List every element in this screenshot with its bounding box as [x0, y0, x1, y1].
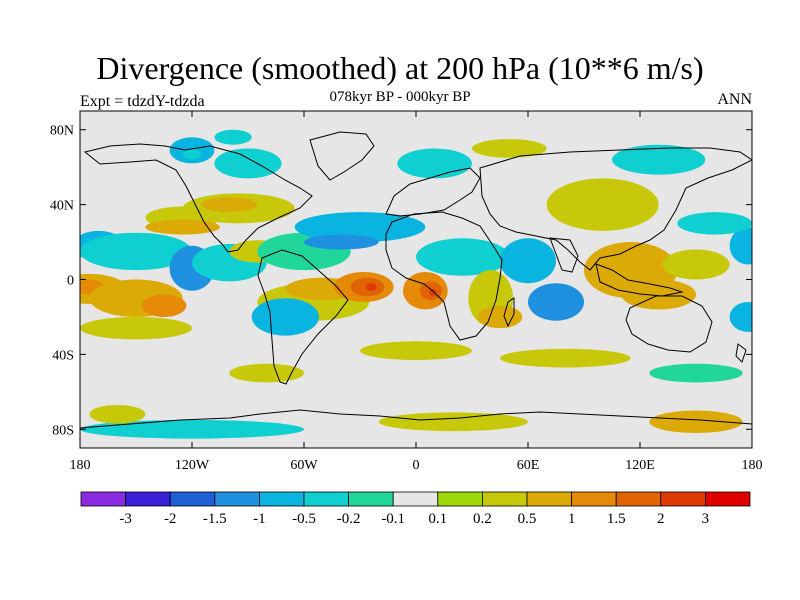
colorbar-label-10: 1 — [568, 511, 576, 527]
contour-region-51 — [649, 410, 743, 434]
contour-region-41 — [360, 341, 472, 361]
colorbar-label-1: -2 — [164, 511, 177, 527]
colorbar-label-13: 3 — [702, 511, 710, 527]
contour-region-29 — [304, 234, 379, 250]
colorbar-label-0: -3 — [119, 511, 132, 527]
contour-region-47 — [612, 144, 706, 175]
colorbar-box-8 — [437, 491, 483, 507]
x-tick-label-4: 60E — [517, 458, 540, 473]
contour-region-46 — [472, 139, 547, 158]
y-tick-label-1: 40N — [50, 199, 74, 214]
coastline-south-america — [257, 249, 349, 385]
contour-region-50 — [378, 412, 528, 432]
season-label: ANN — [717, 91, 752, 108]
colorbar-box-6 — [348, 491, 394, 507]
contour-region-52 — [89, 404, 146, 424]
contour-region-48 — [677, 212, 752, 235]
contour-region-49 — [80, 419, 304, 439]
colorbar-label-4: -0.5 — [292, 511, 316, 527]
contour-region-45 — [397, 148, 472, 179]
colorbar-box-3 — [214, 491, 260, 507]
colorbar-box-11 — [571, 491, 617, 507]
chart-subtitle: 078kyr BP - 000kyr BP — [329, 89, 471, 105]
colorbar-label-8: 0.2 — [473, 511, 492, 527]
colorbar-label-7: 0.1 — [428, 511, 447, 527]
contour-region-31 — [500, 238, 556, 284]
contour-region-6 — [80, 232, 192, 271]
colorbar-label-6: -0.1 — [381, 511, 405, 527]
colorbar-box-0 — [80, 491, 126, 507]
colorbar: -3 -2 -1.5 -1 -0.5 -0.2 -0.1 0.1 0.2 0.5 1 1.5 2 3 — [80, 491, 751, 527]
contour-region-27 — [251, 298, 319, 336]
coastline-madagascar — [503, 297, 515, 328]
contour-region-30 — [416, 238, 510, 276]
colorbar-label-11: 1.5 — [607, 511, 626, 527]
coastline-antarctica — [80, 409, 752, 429]
y-axis: 80N 40N 0 40S 80S — [50, 124, 752, 438]
colorbar-box-9 — [481, 491, 528, 507]
coastline-asia — [479, 147, 752, 271]
colorbar-label-5: -0.2 — [337, 511, 361, 527]
contour-region-34 — [477, 305, 523, 329]
contour-region-3 — [141, 294, 187, 317]
x-tick-label-5: 120E — [625, 458, 655, 473]
colorbar-box-10 — [526, 491, 572, 507]
contour-region-17 — [214, 129, 252, 145]
contour-region-44 — [229, 363, 304, 383]
coastline-india — [549, 237, 579, 273]
x-tick-label-2: 60W — [290, 458, 318, 473]
x-tick-label-1: 120W — [175, 458, 210, 473]
coastline-north-america — [83, 143, 313, 253]
contour-region-16 — [214, 148, 282, 179]
contour-region-39 — [729, 227, 752, 265]
contour-region-26 — [429, 288, 437, 297]
colorbar-label-9: 0.5 — [518, 511, 537, 527]
contour-region-28 — [294, 212, 426, 243]
x-tick-label-3: 0 — [413, 458, 420, 473]
colorbar-box-2 — [169, 491, 216, 507]
chart-title: Divergence (smoothed) at 200 hPa (10**6 … — [96, 50, 704, 86]
colorbar-box-5 — [303, 491, 349, 507]
colorbar-box-13 — [660, 491, 706, 507]
contour-region-37 — [621, 279, 697, 310]
experiment-label: Expt = tdzdY-tdzda — [80, 93, 205, 110]
colorbar-box-1 — [125, 491, 171, 507]
x-tick-label-6: 180 — [742, 458, 763, 473]
contour-region-10 — [145, 219, 220, 235]
y-tick-label-2: 0 — [67, 274, 74, 289]
colorbar-box-7 — [392, 491, 439, 507]
y-tick-label-0: 80N — [50, 124, 74, 139]
y-tick-label-4: 80S — [52, 423, 74, 438]
contour-region-42 — [499, 348, 631, 368]
x-tick-label-0: 180 — [70, 458, 91, 473]
contour-region-23 — [365, 283, 377, 291]
colorbar-box-4 — [258, 491, 305, 507]
x-axis: 180 120W 60W 0 60E 120E 180 — [70, 111, 763, 473]
colorbar-box-14 — [705, 491, 751, 507]
coastline-new-zealand — [735, 343, 747, 363]
contour-region-43 — [649, 363, 743, 383]
contour-region-38 — [662, 249, 730, 280]
contour-region-4 — [80, 316, 192, 340]
coastline-australia — [625, 295, 713, 353]
contour-region-32 — [528, 283, 584, 321]
contour-region-40 — [729, 301, 752, 332]
colorbar-label-3: -1 — [253, 511, 266, 527]
colorbar-label-12: 2 — [657, 511, 665, 527]
coastline-maritime-continent — [595, 263, 684, 297]
contour-fill-layer — [80, 129, 752, 439]
coastline-africa — [385, 211, 503, 341]
colorbar-box-12 — [615, 491, 662, 507]
contour-region-15 — [182, 148, 202, 160]
colorbar-label-2: -1.5 — [203, 511, 227, 527]
contour-region-35 — [546, 178, 659, 231]
contour-region-12 — [201, 197, 258, 213]
coastline-layer — [80, 131, 752, 429]
coastline-greenland — [309, 131, 375, 181]
y-tick-label-3: 40S — [52, 348, 74, 363]
